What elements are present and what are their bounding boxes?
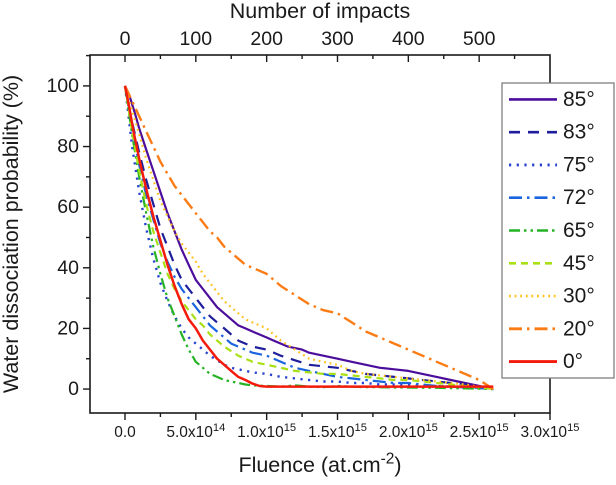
x-tick-label: 2.0x1015	[379, 422, 438, 441]
series-curves	[123, 85, 494, 391]
series-line-72deg	[123, 85, 494, 391]
series-line-65deg	[123, 85, 494, 391]
x-axis-title: Fluence (at.cm-2)	[238, 450, 401, 477]
legend-box: 85° 83° 75° 72° 65° 45° 30° 20° 0°	[501, 82, 615, 379]
y-tick-label: 0	[68, 378, 79, 400]
series-line-75deg	[123, 85, 494, 391]
legend-item-75deg: 75°	[509, 153, 595, 176]
legend-item-72deg: 72°	[509, 186, 595, 209]
legend-label: 45°	[563, 252, 595, 275]
legend-label: 72°	[563, 186, 595, 209]
legend-item-65deg: 65°	[509, 219, 595, 242]
legend-label: 85°	[563, 88, 595, 111]
top-tick-label: 0	[120, 28, 131, 50]
axis-tick-labels: 0.0 5.0x1014 1.0x1015 1.5x1015 2.0x1015 2.5x1…	[46, 28, 579, 441]
legend-label: 30°	[563, 285, 595, 308]
legend-item-0deg: 0°	[509, 350, 583, 373]
x-tick-label: 0.0	[114, 424, 136, 441]
y-tick-label: 20	[57, 317, 79, 339]
y-tick-label: 100	[46, 75, 79, 97]
legend-item-45deg: 45°	[509, 252, 595, 275]
legend-item-85deg: 85°	[509, 88, 595, 111]
legend-label: 20°	[563, 317, 595, 340]
y-tick-label: 60	[57, 196, 79, 218]
series-line-85deg	[124, 85, 494, 391]
y-axis-title: Water dissociation probability (%)	[0, 75, 23, 393]
x-tick-label: 5.0x1014	[166, 422, 225, 441]
legend-label: 75°	[563, 153, 595, 176]
axis-ticks	[83, 54, 551, 420]
series-line-0deg	[123, 85, 494, 388]
series-line-30deg	[123, 85, 494, 391]
legend-item-30deg: 30°	[509, 285, 595, 308]
top-tick-label: 500	[463, 28, 496, 50]
x-tick-label: 1.0x1015	[237, 422, 296, 441]
x-tick-label: 3.0x1015	[521, 422, 580, 441]
top-tick-label: 400	[392, 28, 425, 50]
top-tick-label: 300	[321, 28, 354, 50]
legend-label: 65°	[563, 219, 595, 242]
y-tick-label: 40	[57, 257, 79, 279]
top-tick-label: 100	[180, 28, 213, 50]
x-tick-label: 1.5x1015	[308, 422, 367, 441]
series-line-20deg	[123, 85, 494, 391]
top-tick-label: 200	[250, 28, 283, 50]
y-tick-label: 80	[57, 136, 79, 158]
legend-label: 83°	[563, 121, 595, 144]
legend-item-20deg: 20°	[509, 317, 595, 340]
legend-label: 0°	[563, 350, 583, 373]
x-tick-label: 2.5x1015	[450, 422, 509, 441]
series-line-45deg	[123, 85, 494, 391]
legend-item-83deg: 83°	[509, 121, 595, 144]
series-line-83deg	[123, 85, 494, 391]
top-axis-title: Number of impacts	[230, 0, 410, 23]
